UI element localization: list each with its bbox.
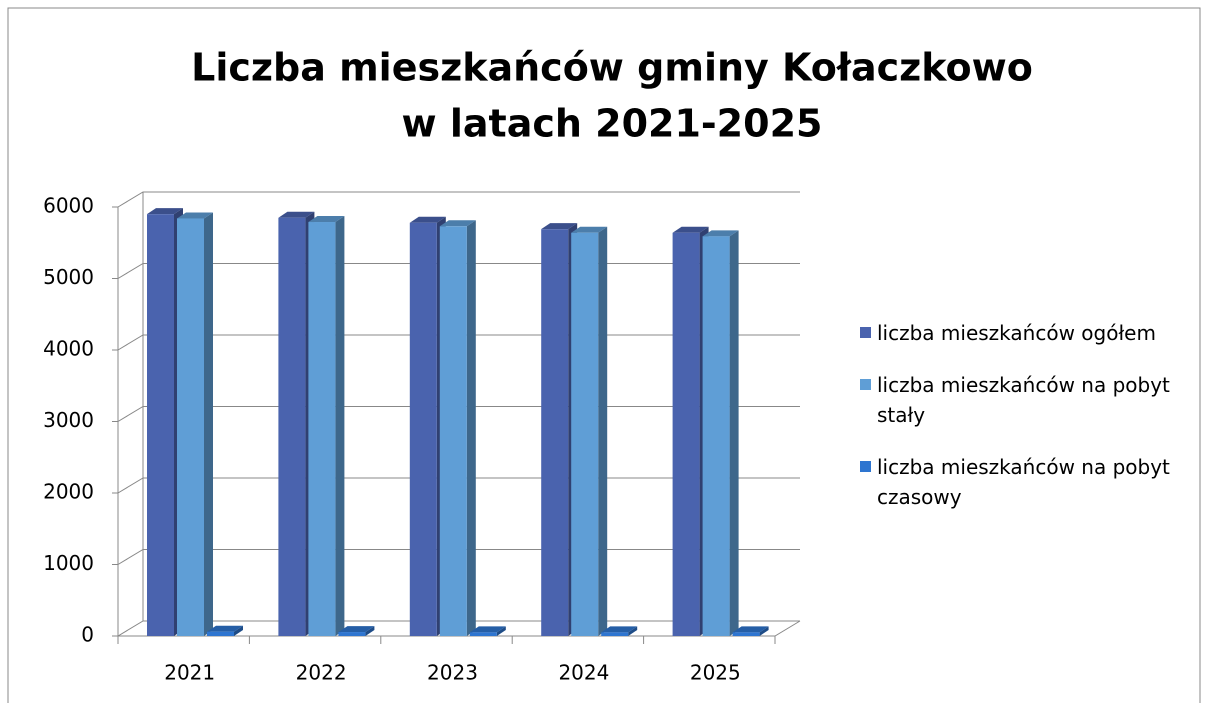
bar [469, 626, 506, 636]
y-tick-label: 4000 [43, 337, 94, 361]
y-tick-label: 6000 [43, 194, 94, 218]
bar-face [628, 626, 638, 636]
x-tick-label: 2023 [427, 661, 478, 685]
bar-face [338, 626, 375, 633]
bar-face [409, 216, 446, 223]
y-tick-label: 5000 [43, 265, 94, 289]
bar-face [759, 626, 769, 636]
x-tick-label: 2022 [296, 661, 347, 685]
bar-face [601, 632, 629, 636]
legend-swatch [860, 379, 871, 390]
bar-face [732, 632, 760, 636]
bar-face [702, 236, 730, 636]
bar-face [278, 217, 306, 636]
chart-title: w latach 2021-2025 [402, 102, 823, 146]
bar-face [541, 223, 578, 230]
legend-swatch [860, 327, 871, 338]
bar [177, 212, 213, 636]
bar-face [672, 232, 700, 637]
legend-item: liczba mieszkańców na pobyt czasowy [860, 452, 1200, 512]
bar [439, 220, 476, 636]
bar [338, 626, 375, 636]
bar [571, 226, 608, 637]
bar-face [308, 216, 345, 223]
bar-face [177, 212, 213, 219]
bar-face [729, 230, 739, 636]
y-tick-label: 1000 [43, 551, 94, 575]
x-tick-label: 2025 [690, 661, 741, 685]
bar-face [177, 218, 204, 636]
bar-face [496, 626, 506, 636]
bar-face [308, 222, 336, 636]
bar-face [541, 229, 569, 637]
y-tick-label: 3000 [43, 408, 94, 432]
bar-face [672, 226, 709, 233]
bar-face [466, 220, 476, 636]
legend-label: liczba mieszkańców na pobyt czasowy [877, 455, 1170, 509]
legend-label: liczba mieszkańców ogółem [877, 321, 1156, 345]
bar-face [207, 631, 234, 636]
bar-face [207, 625, 243, 632]
bar-face [335, 216, 345, 636]
bar-face [571, 232, 599, 637]
bar-face [338, 632, 366, 636]
bar-face [571, 226, 608, 233]
x-tick-label: 2024 [558, 661, 609, 685]
bar-face [409, 222, 437, 637]
bar-face [598, 226, 608, 637]
grid-line [117, 191, 800, 208]
bar-face [702, 230, 739, 237]
y-tick-label: 2000 [43, 480, 94, 504]
chart-border [7, 7, 1201, 703]
bar-face [601, 626, 638, 633]
bar [308, 216, 345, 636]
bar [702, 230, 739, 636]
chart-title: Liczba mieszkańców gminy Kołaczkowo [191, 46, 1033, 90]
legend-swatch [860, 461, 871, 472]
bar-face [365, 626, 375, 636]
bar-face [439, 226, 467, 636]
x-tick-label: 2021 [164, 661, 215, 685]
bar [207, 625, 243, 636]
bar-face [147, 214, 174, 636]
bar-face [278, 211, 315, 218]
legend-label: liczba mieszkańców na pobyt stały [877, 373, 1170, 427]
bar-face [469, 632, 497, 636]
bar-face [234, 625, 243, 636]
bar [732, 626, 769, 636]
bar [601, 626, 638, 636]
legend-item: liczba mieszkańców ogółem [860, 318, 1200, 348]
bar-face [469, 626, 506, 633]
y-tick-label: 0 [81, 623, 94, 647]
bar-face [147, 208, 183, 215]
legend: liczba mieszkańców ogółem liczba mieszkań… [860, 318, 1200, 534]
bar-face [439, 220, 476, 227]
bar-face [732, 626, 769, 633]
bar-face [204, 212, 213, 636]
legend-item: liczba mieszkańców na pobyt stały [860, 370, 1200, 430]
